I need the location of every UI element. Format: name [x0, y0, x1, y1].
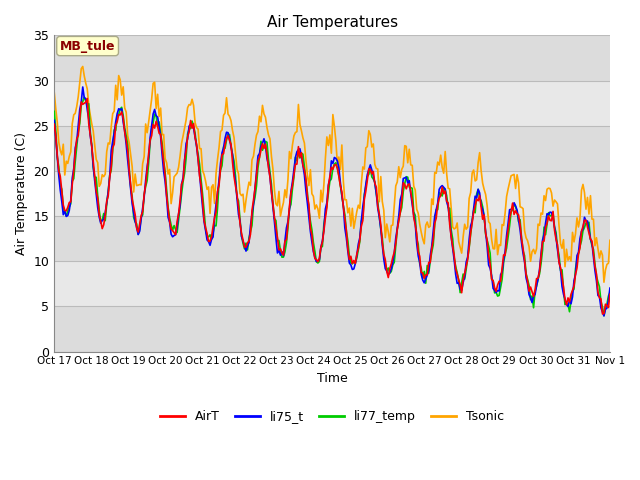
Bar	[54, 81, 610, 126]
Bar	[54, 306, 610, 351]
Y-axis label: Air Temperature (C): Air Temperature (C)	[15, 132, 28, 255]
Bar	[54, 216, 610, 261]
Text: MB_tule: MB_tule	[60, 39, 115, 53]
Bar	[54, 126, 610, 171]
Bar	[54, 261, 610, 306]
Title: Air Temperatures: Air Temperatures	[266, 15, 397, 30]
Bar	[54, 171, 610, 216]
Legend: AirT, li75_t, li77_temp, Tsonic: AirT, li75_t, li77_temp, Tsonic	[155, 405, 509, 428]
Bar	[54, 36, 610, 81]
X-axis label: Time: Time	[317, 372, 348, 385]
